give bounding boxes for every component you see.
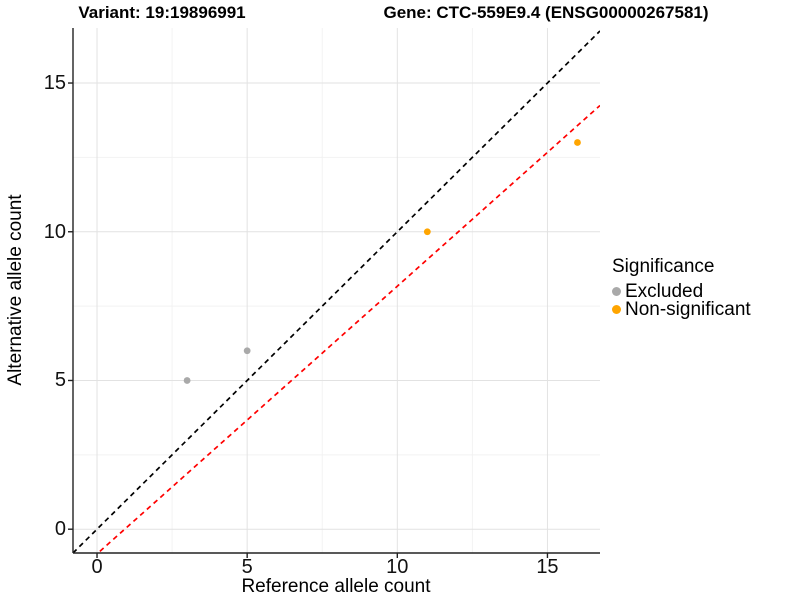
legend-item-non-significant: Non-significant: [612, 298, 751, 320]
x-axis-title: Reference allele count: [241, 576, 431, 597]
y-tick-label: 0: [54, 518, 66, 541]
legend-item-excluded: Excluded: [612, 280, 751, 302]
y-tick-label: 5: [54, 369, 66, 392]
data-point-non-significant: [423, 228, 431, 236]
y-tick-label: 10: [43, 220, 66, 243]
x-tick-label: 5: [241, 556, 253, 578]
non-significant-dot-icon: [612, 305, 621, 314]
legend-title: Significance: [612, 256, 715, 277]
legend-item-label: Excluded: [625, 280, 704, 302]
x-tick-label: 0: [91, 556, 103, 578]
excluded-dot-icon: [612, 287, 621, 296]
x-tick-label: 15: [536, 556, 559, 578]
data-point-excluded: [243, 347, 251, 355]
fit-line: [96, 104, 600, 553]
data-point-excluded: [183, 377, 191, 384]
plot-title-gene: Gene: CTC-559E9.4 (ENSG00000267581): [383, 3, 709, 22]
legend: Significance Excluded Non-significant: [612, 256, 751, 320]
legend-item-label: Non-significant: [625, 298, 751, 320]
data-point-non-significant: [574, 139, 581, 146]
y-tick-label: 15: [43, 72, 66, 95]
plot-title-variant: Variant: 19:19896991: [78, 3, 246, 22]
identity-line: [73, 30, 600, 553]
x-tick-label: 10: [386, 556, 409, 578]
